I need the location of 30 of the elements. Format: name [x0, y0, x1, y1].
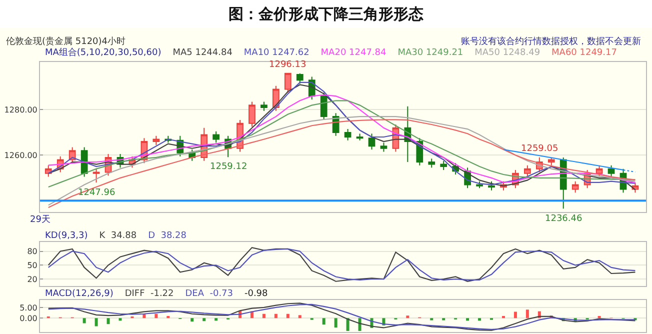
- y-tick-label: 50: [27, 260, 38, 270]
- series-label: DEA -0.73: [185, 289, 234, 299]
- y-tick-label: 1280.00: [4, 106, 38, 115]
- series-label: D 38.28: [148, 231, 187, 241]
- text: MACD(12,26,9): [45, 289, 114, 299]
- annotation: 1236.46: [545, 214, 582, 224]
- annotation: 1259.05: [521, 144, 558, 154]
- series-label: DIFF -1.22: [124, 289, 174, 299]
- y-tick-label: 80: [27, 247, 38, 256]
- annotation: 1259.12: [210, 162, 248, 172]
- text: MA5 1244.84: [172, 48, 233, 58]
- chart-title: 图：金价形成下降三角形形态: [228, 4, 424, 25]
- text: 伦敦金现(贵金属 5120)4小时: [6, 36, 126, 47]
- annotation: 1296.13: [269, 60, 306, 70]
- text: KD(9,3,3): [45, 231, 88, 241]
- text: -0.98: [244, 289, 268, 299]
- text: MA组合(5,10,20,30,50,60): [45, 47, 162, 58]
- y-tick-label: 0.00: [20, 314, 38, 323]
- y-tick-label: 5.00: [20, 303, 38, 312]
- text: MA60 1249.17: [552, 48, 617, 58]
- annotation: 1247.96: [78, 188, 116, 198]
- series-label: K 34.88: [99, 231, 137, 241]
- y-tick-label: 1260.00: [4, 150, 38, 160]
- y-tick-label: 20: [27, 274, 38, 284]
- text: 账号没有该合约行情数据授权，数据不会更新: [461, 36, 641, 47]
- text: MA10 1247.62: [244, 48, 310, 58]
- text: MA50 1248.49: [474, 48, 540, 58]
- text: MA20 1247.84: [320, 48, 387, 58]
- text: MA30 1249.21: [398, 48, 464, 58]
- text: 29天: [30, 214, 50, 225]
